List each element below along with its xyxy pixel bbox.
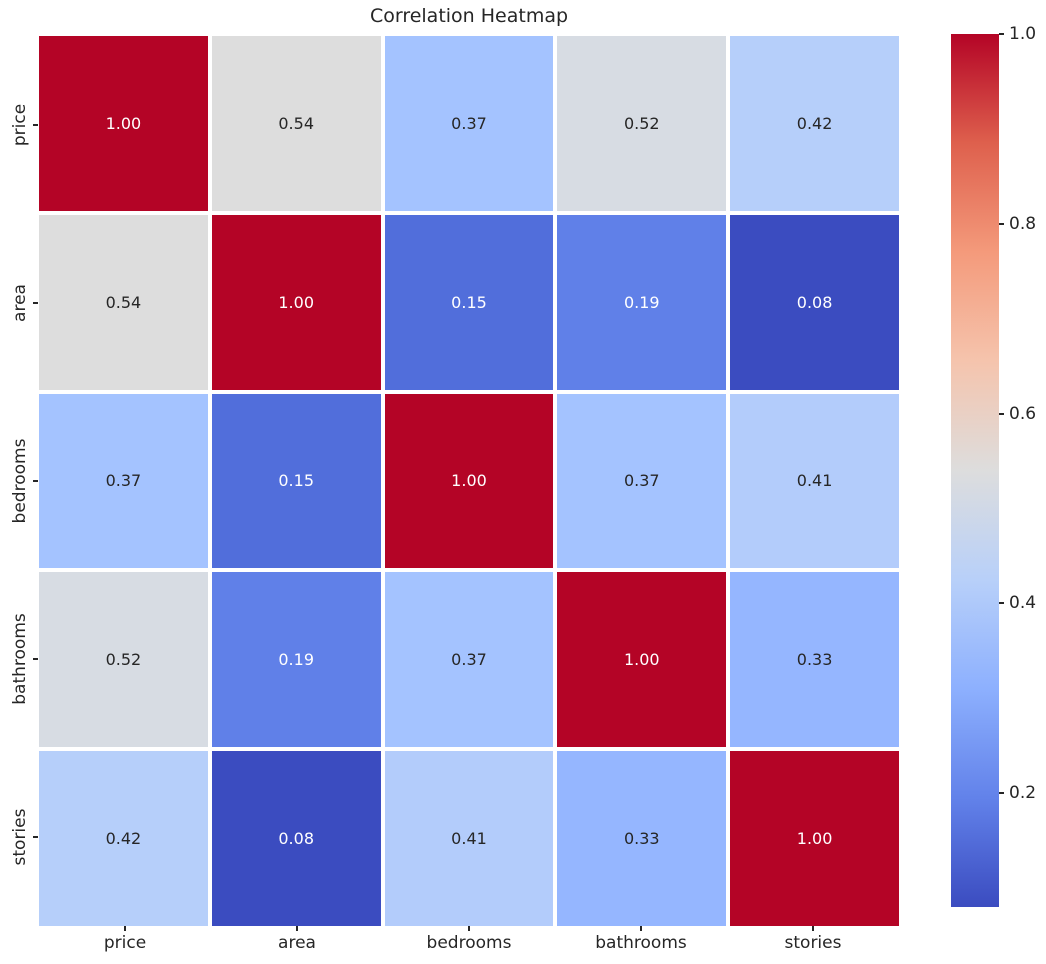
heatmap-cell: 1.00	[39, 36, 208, 211]
heatmap-cell: 0.52	[39, 572, 208, 748]
heatmap-cell: 0.15	[211, 393, 381, 569]
cell-value: 0.41	[796, 471, 833, 491]
x-tick-label: stories	[784, 933, 842, 953]
cell-value: 1.00	[105, 113, 142, 133]
heatmap-cell: 0.08	[730, 214, 899, 390]
x-axis-tick-marks	[39, 926, 899, 931]
cell-value: 0.41	[451, 829, 487, 849]
y-tick-label-text: area	[10, 284, 30, 322]
heatmap-cell: 0.19	[211, 572, 381, 748]
y-tick-label-text: price	[10, 103, 30, 147]
y-tick-mark	[33, 570, 38, 748]
heatmap-cell: 0.33	[557, 751, 727, 926]
cell-value: 1.00	[451, 471, 487, 491]
cell-value: 0.54	[278, 113, 314, 133]
cell-value: 0.19	[623, 292, 660, 312]
colorbar-tick-label: 0.2	[1009, 783, 1037, 804]
y-tick-mark	[33, 748, 38, 926]
y-tick-mark	[33, 36, 38, 214]
colorbar-tick-label: 0.6	[1009, 403, 1037, 424]
x-axis-labels: price area bedrooms bathrooms stories	[39, 933, 899, 953]
x-tick-label: bathrooms	[595, 933, 687, 953]
heatmap-cell: 0.41	[384, 751, 554, 926]
cell-value: 0.15	[278, 471, 314, 491]
heatmap-cell: 1.00	[730, 751, 899, 926]
heatmap-cell: 0.42	[39, 751, 208, 926]
y-tick-label-text: bedrooms	[10, 438, 30, 524]
cell-value: 0.52	[623, 113, 660, 133]
x-tick-mark	[39, 926, 211, 931]
heatmap-cell: 0.08	[211, 751, 381, 926]
y-tick-label-text: stories	[10, 808, 30, 866]
x-tick-label: area	[278, 933, 316, 953]
heatmap-cell: 1.00	[384, 393, 554, 569]
x-tick-mark	[211, 926, 383, 931]
cell-value: 0.42	[796, 113, 833, 133]
cell-value: 0.37	[623, 471, 660, 491]
heatmap-cell: 0.54	[211, 36, 381, 211]
cell-value: 1.00	[796, 829, 833, 849]
colorbar-tick-mark	[999, 792, 1004, 795]
cell-value: 0.33	[623, 829, 660, 849]
cell-value: 0.37	[451, 650, 487, 670]
cell-value: 0.52	[105, 650, 142, 670]
cell-value: 0.15	[451, 292, 487, 312]
cell-value: 0.37	[105, 471, 142, 491]
heatmap-cell: 0.42	[730, 36, 899, 211]
x-tick-label: price	[103, 933, 147, 953]
cell-value: 0.08	[278, 829, 314, 849]
heatmap-cell: 0.41	[730, 393, 899, 569]
heatmap-cell: 1.00	[211, 214, 381, 390]
y-tick-mark	[33, 392, 38, 570]
chart-title: Correlation Heatmap	[369, 5, 569, 27]
colorbar-tick-mark	[999, 602, 1004, 605]
cell-value: 0.37	[451, 113, 487, 133]
colorbar-tick-label: 0.4	[1009, 593, 1037, 614]
x-tick-label: bedrooms	[426, 933, 512, 953]
heatmap-cell: 0.37	[39, 393, 208, 569]
heatmap-cell: 0.37	[384, 572, 554, 748]
x-tick-mark	[555, 926, 727, 931]
heatmap-cell: 0.15	[384, 214, 554, 390]
heatmap-grid: 1.00 0.54 0.37 0.52 0.42 0.54 1.00 0.15 0.19 0.08…	[39, 36, 899, 926]
heatmap-cell: 0.33	[730, 572, 899, 748]
cell-value: 0.19	[278, 650, 314, 670]
cell-value: 1.00	[623, 650, 660, 670]
cell-value: 0.42	[105, 829, 142, 849]
colorbar-tick-mark	[999, 222, 1004, 225]
x-tick-mark	[727, 926, 899, 931]
cell-value: 1.00	[278, 292, 314, 312]
heatmap-cell: 0.52	[557, 36, 727, 211]
cell-value: 0.33	[796, 650, 833, 670]
y-tick-label-text: bathrooms	[10, 613, 30, 705]
heatmap-cell: 0.19	[557, 214, 727, 390]
y-axis-tick-marks	[33, 36, 38, 926]
colorbar-tick-mark	[999, 33, 1004, 35]
y-tick-mark	[33, 214, 38, 392]
colorbar-tick-mark	[999, 412, 1004, 415]
heatmap-cell: 0.37	[384, 36, 554, 211]
colorbar-tick-label: 1.0	[1009, 24, 1037, 44]
colorbar-tick-label: 0.8	[1009, 213, 1037, 234]
heatmap-cell: 1.00	[557, 572, 727, 748]
x-tick-mark	[383, 926, 555, 931]
heatmap-cell: 0.37	[557, 393, 727, 569]
colorbar-gradient	[951, 34, 999, 907]
heatmap-cell: 0.54	[39, 214, 208, 390]
cell-value: 0.54	[105, 292, 142, 312]
cell-value: 0.08	[796, 292, 833, 312]
